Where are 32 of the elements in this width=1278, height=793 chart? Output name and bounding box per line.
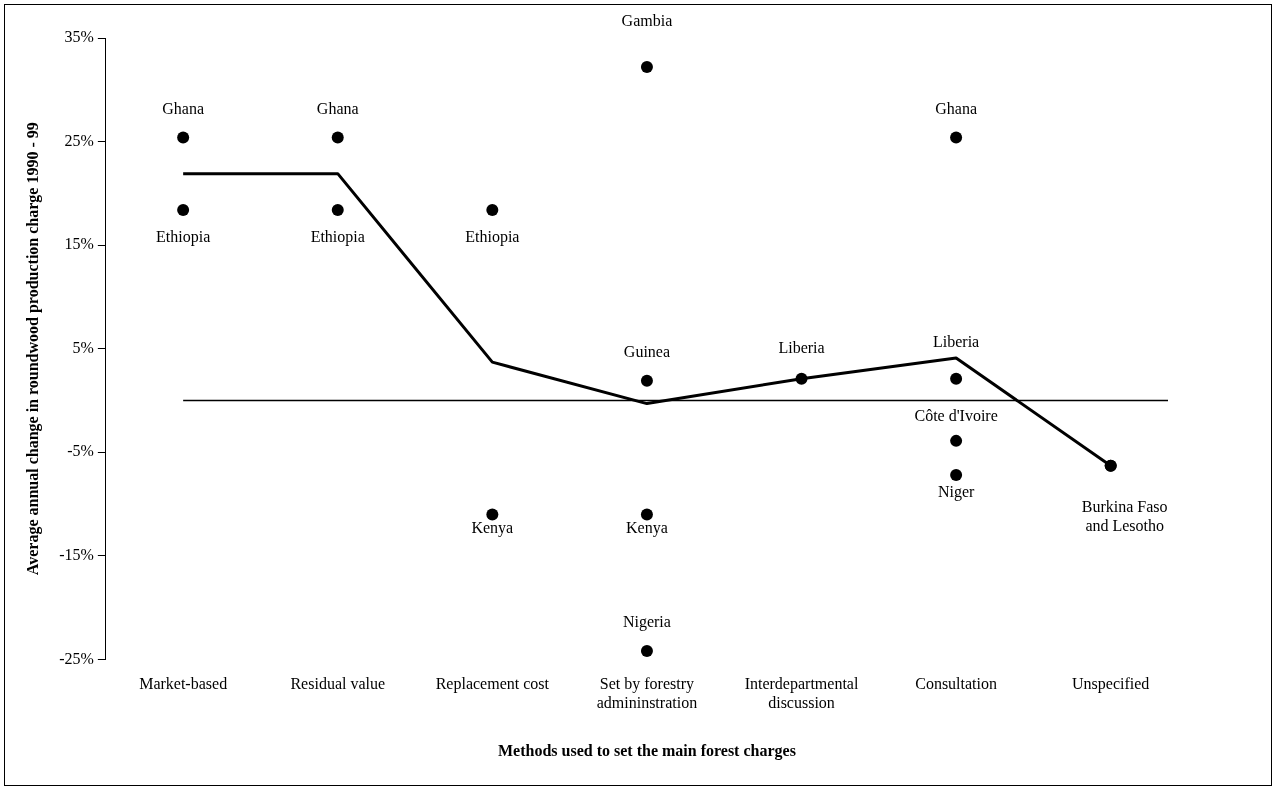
annotation: Ghana xyxy=(162,99,205,117)
annotation: Burkina Faso and Lesotho xyxy=(1081,497,1168,534)
annotation: Nigeria xyxy=(622,613,671,632)
x-axis-title: Methods used to set the main forest charges xyxy=(497,741,796,760)
y-tick-label: 35% xyxy=(64,28,94,46)
x-tick-label: Interdepartmental discussion xyxy=(744,675,859,712)
y-tick-label: -15% xyxy=(59,546,94,564)
annotation: Ethiopia xyxy=(310,228,365,247)
y-tick-label: 5% xyxy=(72,338,94,356)
x-tick-label: Residual value xyxy=(290,675,386,693)
y-tick-label: -5% xyxy=(67,442,94,460)
annotation: Côte d'Ivoire xyxy=(914,407,998,425)
annotation: Ethiopia xyxy=(156,228,211,247)
x-tick-label: Replacement cost xyxy=(435,675,550,694)
y-axis-title: Average annual change in roundwood production charge 1990 - 99 xyxy=(23,122,42,576)
annotation: Guinea xyxy=(623,343,671,361)
annotation: Ethiopia xyxy=(465,228,520,247)
y-tick-label: 25% xyxy=(64,131,94,149)
annotation: Ghana xyxy=(316,99,359,117)
x-tick-label: Consultation xyxy=(915,675,997,693)
x-tick-label: Set by forestry admininstration xyxy=(596,675,698,712)
x-tick-label: Unspecified xyxy=(1072,675,1150,694)
annotation: Niger xyxy=(937,483,975,502)
y-tick-label: -25% xyxy=(59,649,94,667)
annotation: Liberia xyxy=(778,338,825,356)
y-tick-label: 15% xyxy=(64,235,94,253)
annotation: Liberia xyxy=(933,332,980,350)
annotation: Kenya xyxy=(471,518,514,537)
x-tick-label: Market-based xyxy=(139,675,228,693)
annotation: Gambia xyxy=(621,12,673,30)
annotation: Ghana xyxy=(935,99,977,117)
annotation: Kenya xyxy=(626,518,668,537)
